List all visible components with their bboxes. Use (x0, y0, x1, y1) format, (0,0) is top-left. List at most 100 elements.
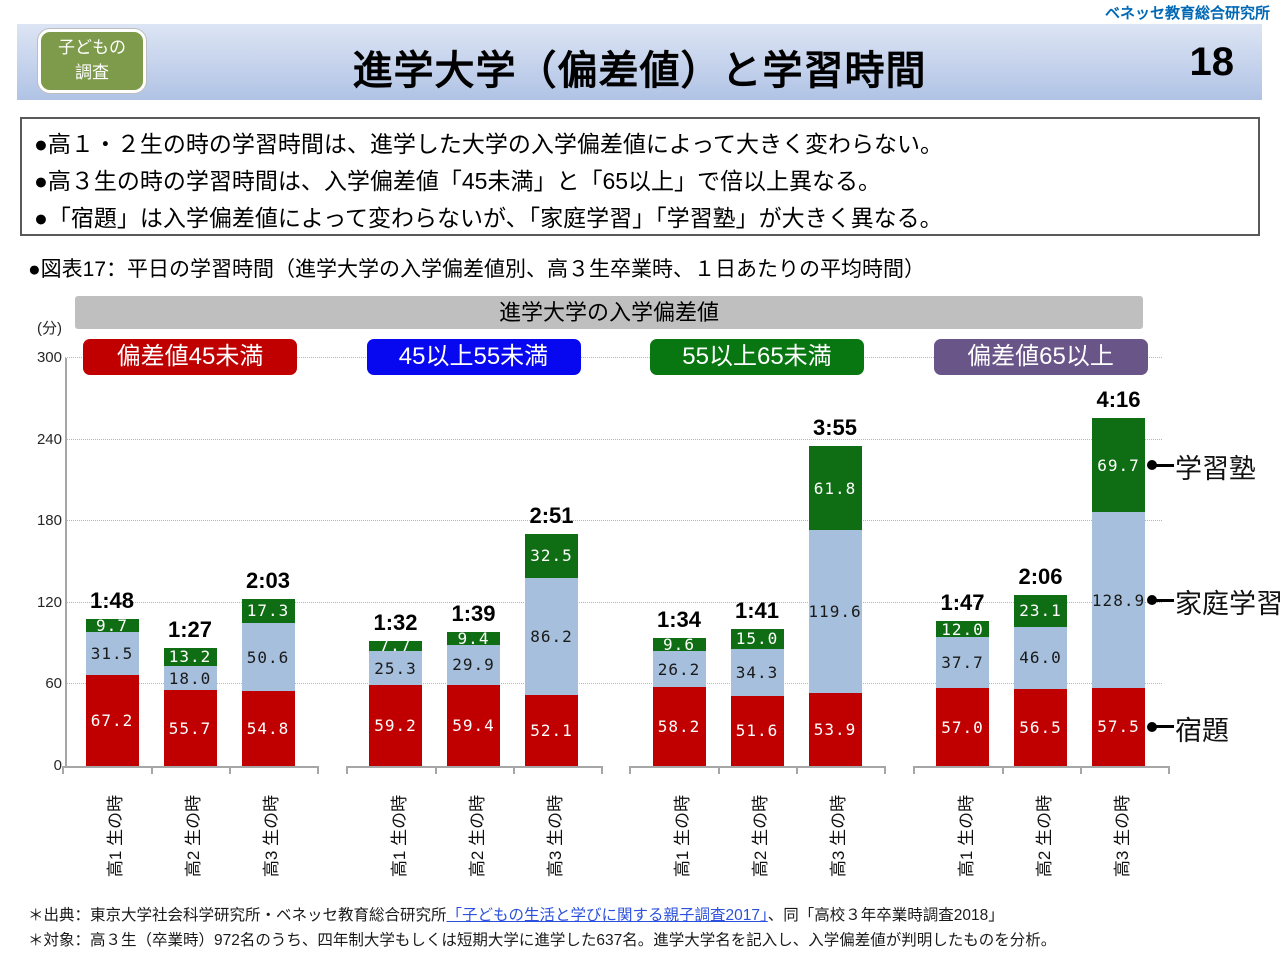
x-axis-label: 高2 生の時 (184, 794, 203, 878)
bar-segment-宿題: 52.1 (525, 695, 578, 766)
page-number: 18 (1189, 40, 1235, 84)
legend-label-宿題: 宿題 (1175, 715, 1229, 746)
footnotes: ＊出典：東京大学社会科学研究所・ベネッセ教育総合研究所「子どもの生活と学びに関す… (28, 903, 1056, 953)
bar-segment-家庭学習: 128.9 (1091, 512, 1146, 688)
x-axis-tick (62, 766, 64, 774)
chart-banner: 進学大学の入学偏差値 (75, 296, 1143, 329)
footnote-source: ＊出典：東京大学社会科学研究所・ベネッセ教育総合研究所「子どもの生活と学びに関す… (28, 903, 1056, 928)
x-axis-tick (229, 766, 231, 774)
bar-value-label: 37.7 (941, 653, 984, 673)
footnote-source-prefix: ＊出典：東京大学社会科学研究所・ベネッセ教育総合研究所 (28, 907, 447, 924)
bar-value-label: 59.2 (374, 716, 417, 736)
legend-label-家庭学習: 家庭学習 (1175, 589, 1280, 620)
bar-value-label: 17.3 (246, 601, 290, 621)
bar-value-label: 54.8 (246, 719, 290, 739)
bar-value-label: 13.2 (168, 647, 212, 667)
bar-value-label: 59.4 (452, 716, 495, 736)
bar-total-label: 3:55 (812, 414, 858, 440)
bar-value-label: 58.2 (657, 716, 701, 736)
bar-value-label: 55.7 (168, 718, 212, 738)
bar-segment-宿題: 58.2 (652, 686, 706, 766)
y-gridline (65, 601, 1162, 603)
legend-line (1154, 463, 1174, 467)
y-tick-label: 60 (45, 675, 62, 693)
bar-segment-学習塾: 17.3 (241, 599, 295, 623)
x-axis-label: 高1 生の時 (106, 794, 125, 878)
bar-value-label: 86.2 (530, 627, 573, 647)
bar-value-label: 26.2 (657, 659, 701, 679)
bar-segment-学習塾: 32.5 (525, 533, 578, 578)
x-axis-segment (345, 766, 602, 768)
survey-badge-line1: 子どもの (58, 38, 126, 58)
x-axis-tick (1079, 766, 1082, 774)
x-axis-label: 高1 生の時 (673, 794, 692, 878)
category-label: 55以上65未満 (650, 339, 864, 375)
bar-total-label: 4:16 (1096, 386, 1141, 412)
bar-value-label: 128.9 (1091, 590, 1146, 610)
bar-segment-学習塾: 13.2 (163, 647, 217, 667)
x-axis-tick (912, 766, 915, 774)
y-axis (65, 358, 67, 768)
x-axis-tick (1001, 766, 1004, 774)
x-axis-label: 高2 生の時 (1034, 794, 1054, 878)
y-tick-label: 300 (36, 349, 62, 366)
bar-value-label: 9.6 (663, 635, 695, 655)
x-axis-tick (796, 766, 798, 774)
bar-value-label: 53.9 (813, 719, 857, 739)
category-label: 偏差値45未満 (83, 339, 297, 375)
bar-value-label: 9.4 (457, 628, 490, 648)
bar-segment-学習塾: 9.6 (652, 635, 706, 655)
page-title: 進学大学（偏差値）と学習時間 (352, 49, 927, 93)
bar-value-label: 31.5 (90, 643, 134, 663)
footnote-source-suffix: 、同「高校３年卒業時調査2018」 (767, 907, 1004, 924)
x-axis-tick (345, 766, 348, 774)
bar-segment-学習塾: 69.7 (1092, 417, 1145, 513)
bar-segment-宿題: 55.7 (163, 690, 217, 766)
footnote-source-link[interactable]: 「子どもの生活と学びに関する親子調査2017」 (446, 907, 768, 924)
bar-value-label: 12.0 (941, 619, 984, 639)
x-axis-tick (317, 766, 319, 774)
summary-bullet-3: ●「宿題」は入学偏差値によって変わらないが、「家庭学習」「学習塾」が大きく異なる… (34, 205, 943, 231)
bar-value-label: 69.7 (1097, 455, 1140, 475)
header-bar: 子どもの 調査 進学大学（偏差値）と学習時間 18 (17, 24, 1262, 100)
bar-total-label: 2:51 (529, 502, 574, 528)
x-axis-label: 高1 生の時 (956, 794, 976, 878)
bar-value-label: 18.0 (168, 668, 212, 688)
y-tick-label: 180 (36, 512, 62, 530)
summary-box: ●高１・２生の時の学習時間は、進学した大学の入学偏差値によって大きく変わらない。… (20, 117, 1260, 236)
x-axis-tick (884, 766, 886, 774)
bar-segment-宿題: 57.0 (936, 688, 989, 766)
bar-segment-宿題: 67.2 (85, 674, 139, 766)
bar-value-label: 9.7 (96, 615, 128, 635)
x-axis-tick (434, 766, 437, 774)
bar-value-label: 57.5 (1097, 717, 1140, 737)
x-axis-tick (512, 766, 515, 774)
bar-segment-学習塾: 61.8 (808, 445, 862, 531)
bar-segment-宿題: 54.8 (241, 691, 295, 766)
x-axis-label: 高1 生の時 (389, 794, 409, 878)
bar-segment-家庭学習: 46.0 (1014, 626, 1067, 690)
bar-total-label: 2:03 (245, 568, 291, 594)
bar-segment-学習塾: 9.7 (85, 615, 139, 635)
x-axis-segment (912, 766, 1169, 768)
y-gridline (65, 683, 1162, 685)
bar-segment-家庭学習: 119.6 (808, 530, 862, 693)
legend-dot (1147, 595, 1157, 606)
bar-segment-家庭学習: 34.3 (730, 649, 784, 696)
x-axis-label: 高3 生の時 (829, 794, 848, 878)
bar-value-label: 50.6 (246, 647, 290, 667)
bar-value-label: 29.9 (452, 655, 495, 675)
bar-total-label: 1:48 (89, 587, 135, 613)
bar-segment-宿題: 57.5 (1092, 687, 1145, 766)
bar-value-label: 32.5 (530, 546, 573, 566)
survey-badge-line2: 調査 (75, 63, 109, 82)
bar-value-label: 46.0 (1019, 648, 1062, 668)
bar-value-label: 56.5 (1019, 718, 1062, 738)
survey-badge: 子どもの 調査 (38, 29, 146, 93)
y-gridline (65, 438, 1162, 440)
bar-segment-学習塾: 12.0 (936, 619, 989, 639)
bar-segment-学習塾: 15.0 (730, 628, 784, 650)
bar-segment-宿題: 59.4 (447, 685, 500, 766)
bar-segment-家庭学習: 26.2 (652, 651, 706, 687)
bar-total-label: 1:41 (734, 597, 780, 623)
